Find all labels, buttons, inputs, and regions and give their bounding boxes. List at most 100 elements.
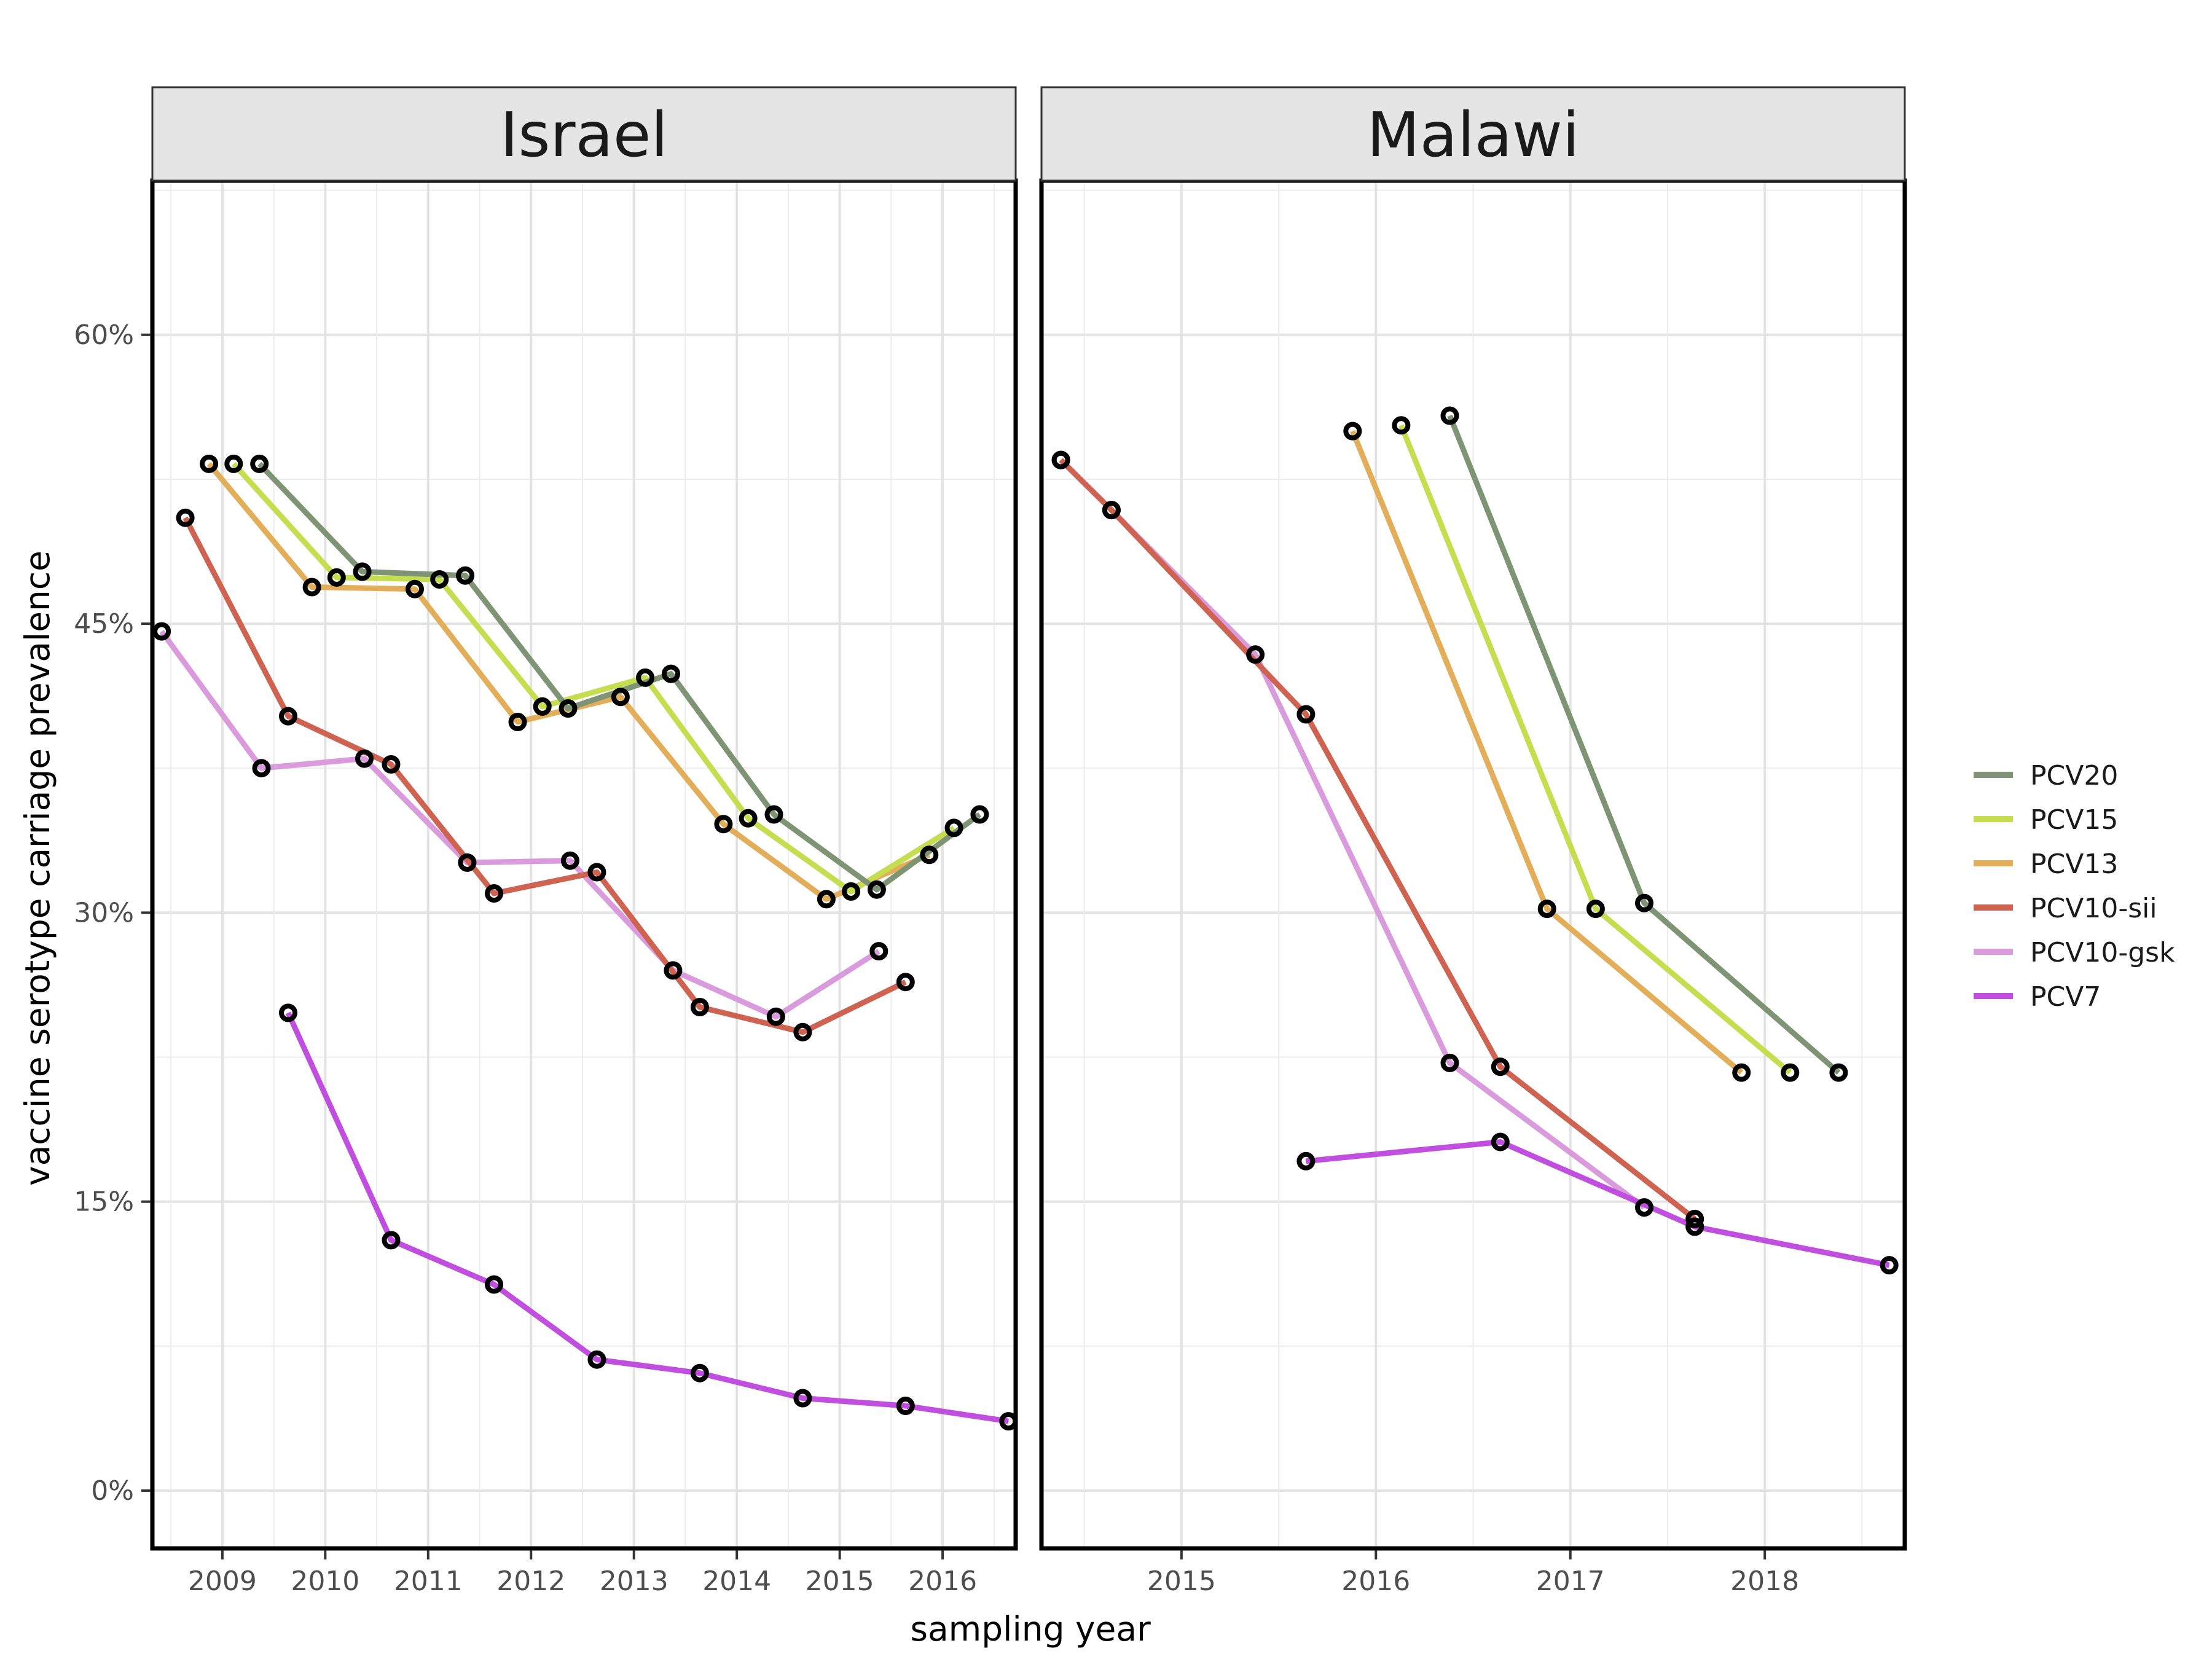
x-tick-label: 2014 <box>702 1566 771 1597</box>
data-point-pcv20 <box>1635 893 1653 912</box>
data-point-pcv13 <box>302 578 321 597</box>
data-point-pcv7 <box>1685 1217 1704 1236</box>
data-point-pcv20 <box>970 805 989 824</box>
data-point-pcv13 <box>1537 900 1556 919</box>
series-line-pcv10-sii <box>1059 458 1696 1222</box>
data-point-pcv10-sii <box>176 508 195 527</box>
data-point-pcv10-gsk <box>560 851 579 870</box>
data-point-pcv15 <box>842 882 861 901</box>
y-tick-label: 30% <box>74 897 134 928</box>
legend-label: PCV15 <box>2030 804 2118 836</box>
data-point-pcv7 <box>587 1350 606 1369</box>
data-point-pcv10-sii <box>1685 1209 1704 1228</box>
data-point-pcv10-sii <box>485 884 503 903</box>
x-tick-label: 2016 <box>908 1566 977 1597</box>
data-point-pcv15 <box>327 568 346 587</box>
x-tick-label: 2018 <box>1730 1566 1799 1597</box>
legend-item-pcv13: PCV13 <box>1974 849 2118 880</box>
chart-panels: Israel 2009 2010 2011 2012 2013 2014 2015 2016 0%… <box>74 86 1907 1597</box>
data-point-pcv10-sii <box>1051 450 1070 469</box>
data-point-pcv20 <box>353 562 372 581</box>
data-point-pcv15 <box>430 570 449 589</box>
data-point-pcv10-sii <box>690 998 709 1016</box>
data-point-pcv13 <box>714 815 733 834</box>
data-point-pcv7 <box>382 1231 401 1250</box>
data-point-pcv15 <box>224 454 243 473</box>
data-point-pcv7 <box>896 1397 915 1415</box>
legend-item-pcv15: PCV15 <box>1974 804 2118 836</box>
data-point-pcv20 <box>764 805 783 824</box>
panel-israel: Israel 2009 2010 2011 2012 2013 2014 2015 2016 0%… <box>74 86 1018 1597</box>
legend-item-pcv7: PCV7 <box>1974 981 2101 1013</box>
data-point-pcv13 <box>611 688 630 707</box>
panel-background <box>152 181 1016 1548</box>
series-line-pcv7 <box>285 1011 1009 1424</box>
data-point-pcv20 <box>456 566 475 585</box>
strip-malawi <box>1040 86 1906 182</box>
panel-malawi: Malawi 2015 2016 2017 2018 <box>1039 86 1907 1597</box>
data-point-pcv10-gsk <box>1246 645 1265 664</box>
legend-label: PCV20 <box>2030 760 2118 791</box>
data-point-pcv10-sii <box>1102 501 1121 520</box>
data-point-pcv7 <box>279 1003 297 1022</box>
data-point-pcv10-sii <box>587 863 606 882</box>
y-tick-label: 0% <box>91 1475 134 1507</box>
data-point-pcv7 <box>485 1275 503 1294</box>
x-tick-label: 2017 <box>1536 1566 1605 1597</box>
data-point-pcv7 <box>1880 1256 1899 1275</box>
x-tick-label: 2010 <box>291 1566 359 1597</box>
data-point-pcv10-gsk <box>458 853 477 872</box>
data-point-pcv10-sii <box>1491 1057 1510 1077</box>
data-point-pcv10-gsk <box>664 961 683 980</box>
data-point-pcv15 <box>1392 416 1411 435</box>
legend-label: PCV10-sii <box>2030 893 2157 924</box>
data-point-pcv7 <box>690 1363 709 1382</box>
x-tick-label: 2016 <box>1341 1566 1410 1597</box>
series-line-pcv13 <box>1350 429 1744 1075</box>
data-point-pcv20 <box>662 664 680 683</box>
legend-item-pcv20: PCV20 <box>1974 760 2118 791</box>
data-point-pcv10-gsk <box>869 942 888 961</box>
data-point-pcv20 <box>1829 1063 1848 1082</box>
data-point-pcv13 <box>1343 422 1362 441</box>
data-point-pcv10-gsk <box>1440 1053 1459 1072</box>
legend: PCV20 PCV15 PCV13 PCV10-sii PCV10-gsk PCV7 <box>1974 760 2175 1013</box>
data-point-pcv10-gsk <box>1635 1198 1653 1217</box>
data-point-pcv10-gsk <box>355 749 374 768</box>
data-point-pcv20 <box>1440 406 1459 425</box>
series-line-pcv15 <box>231 461 955 895</box>
series-line-pcv15 <box>1398 424 1792 1075</box>
legend-label: PCV7 <box>2030 981 2101 1013</box>
series-line-pcv7 <box>1305 1139 1890 1268</box>
data-point-pcv15 <box>944 818 963 837</box>
y-tick-label: 15% <box>74 1186 134 1218</box>
data-point-pcv10-sii <box>382 755 401 774</box>
strip-israel <box>151 86 1017 182</box>
x-tick-label: 2011 <box>394 1566 463 1597</box>
x-axis-label: sampling year <box>910 1609 1151 1649</box>
data-point-pcv7 <box>793 1389 812 1408</box>
data-point-pcv10-gsk <box>152 622 171 641</box>
x-tick-label: 2009 <box>188 1566 257 1597</box>
data-point-pcv10-gsk <box>766 1007 785 1026</box>
data-point-pcv7 <box>1491 1132 1510 1151</box>
data-point-pcv20 <box>559 699 578 718</box>
data-point-pcv13 <box>200 454 219 473</box>
x-tick-label: 2012 <box>496 1566 565 1597</box>
x-tick-label: 2013 <box>600 1566 669 1597</box>
series-line-pcv20 <box>1447 414 1841 1075</box>
strip-title-malawi: Malawi <box>1367 99 1579 171</box>
strip-title-israel: Israel <box>500 99 668 171</box>
data-point-pcv20 <box>250 454 269 473</box>
legend-label: PCV10-gsk <box>2030 937 2175 968</box>
data-point-pcv10-gsk <box>252 759 271 778</box>
data-point-pcv13 <box>1732 1063 1751 1082</box>
data-point-pcv10-sii <box>896 973 915 992</box>
data-point-pcv20 <box>867 880 886 899</box>
data-point-pcv15 <box>533 697 552 716</box>
x-tick-label: 2015 <box>806 1566 874 1597</box>
data-point-pcv13 <box>508 713 527 731</box>
data-point-pcv15 <box>1781 1063 1800 1082</box>
y-axis-label: vaccine serotype carriage prevalence <box>18 551 57 1186</box>
